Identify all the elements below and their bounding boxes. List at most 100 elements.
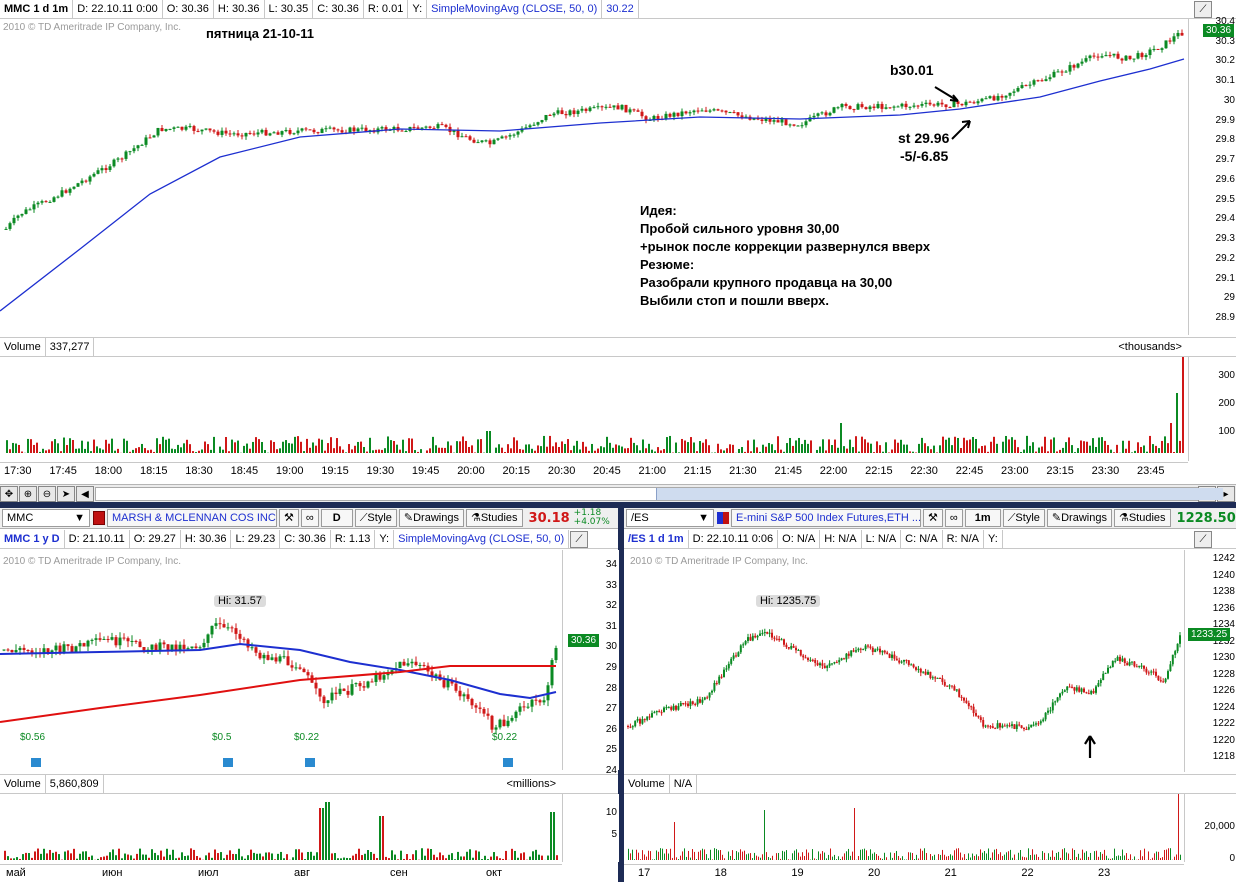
candle-body [1073,65,1076,68]
candle-body [107,639,110,640]
volume-bar [376,858,378,860]
dropdown-icon[interactable]: ▼ [74,510,85,526]
candle-body [255,647,258,653]
volume-bar [828,439,830,453]
volume-bar [904,859,905,860]
volume-bar [780,859,781,860]
volume-bar [477,439,479,453]
candle-body [783,639,785,644]
candle-body [973,102,976,103]
right-symbol-input[interactable]: /ES▼ [626,509,714,527]
left-timeframe-button[interactable]: D [321,509,353,527]
y-tick-label: 1228 [1213,669,1235,680]
candle-body [1009,725,1011,726]
volume-bar [180,447,182,453]
volume-bar [831,445,833,453]
study-label[interactable]: SimpleMovingAvg (CLOSE, 50, 0) [427,0,602,18]
dividend-icon[interactable] [305,758,315,767]
scroll-left-icon[interactable]: ◀ [76,486,94,502]
volume-bar [262,856,264,860]
right-studies-button[interactable]: ⚗ Studies [1114,509,1171,527]
volume-bar [555,442,557,453]
left-symbol-input[interactable]: MMC▼ [2,509,90,527]
dividend-icon[interactable] [31,758,41,767]
right-description[interactable]: E-mini S&P 500 Index Futures,ETH ... [731,509,921,527]
candle-body [355,683,358,684]
left-company-name[interactable]: MARSH & MCLENNAN COS INC ... [107,509,277,527]
right-symbol-label[interactable]: /ES 1 d 1m [624,530,689,548]
left-style-button[interactable]: ⟋ Style [355,509,397,527]
volume-bar [882,452,884,453]
volume-bar [674,822,675,860]
study-value: 30.22 [602,0,639,18]
volume-bar [510,448,512,453]
right-drawings-button[interactable]: ✎ Drawings [1047,509,1112,527]
volume-bar [588,451,590,453]
right-toolbar: /ES▼ E-mini S&P 500 Index Futures,ETH ..… [624,508,1236,529]
x-tick-label: 20:45 [593,465,621,477]
scrollbar-track[interactable] [95,487,1198,501]
volume-bar [54,439,56,453]
volume-bar [788,859,789,860]
dividend-icon[interactable] [503,758,513,767]
volume-bar [211,858,213,860]
candle-body [41,201,44,203]
volume-bar [271,853,273,860]
candle-body [597,106,600,107]
candle-body [165,129,168,131]
volume-bar [141,444,143,453]
right-style-button[interactable]: ⟋ Style [1003,509,1045,527]
right-timeframe-button[interactable]: 1m [965,509,1001,527]
cursor-icon[interactable]: ➤ [57,486,75,502]
left-studies-button[interactable]: ⚗ Studies [466,509,523,527]
candle-body [625,105,628,112]
left-symbol-label[interactable]: MMC 1 y D [0,530,65,548]
symbol-label[interactable]: MMC 1 d 1m [0,0,73,18]
scrollbar-thumb[interactable] [656,488,1223,500]
volume-bar [777,436,779,453]
y-tick-label: 29.4 [1216,213,1235,224]
candle-body [785,119,788,125]
volume-bar [553,812,555,860]
dividend-icon[interactable] [223,758,233,767]
candle-body [1125,56,1128,61]
left-drawings-button[interactable]: ✎ Drawings [399,509,464,527]
left-settings-icon[interactable]: ⟋ [570,531,588,548]
volume-bar [633,443,635,453]
volume-bar [1176,854,1177,860]
top-chart-header: MMC 1 d 1m D: 22.10.11 0:00 O: 30.36 H: … [0,0,1236,19]
candle-body [203,643,206,647]
right-tools-icon[interactable]: ⚒ [923,509,943,527]
candle-body [737,652,739,656]
y-tick-label: 29.5 [1216,194,1235,205]
right-dropdown-icon[interactable]: ▼ [698,510,709,526]
tools-icon[interactable]: ⚒ [279,509,299,527]
right-settings-icon[interactable]: ⟋ [1194,531,1212,548]
volume-bar [348,444,350,453]
volume-bar [294,437,296,453]
zoom-out-icon[interactable]: ⊖ [38,486,56,502]
volume-bar [876,441,878,453]
x-tick-label: 20:30 [548,465,576,477]
volume-bar [52,853,54,860]
volume-bar [21,452,23,453]
volume-bar [531,449,533,453]
volume-bar [873,452,875,453]
left-study-label[interactable]: SimpleMovingAvg (CLOSE, 50, 0) [394,530,569,548]
candle-body [481,140,484,142]
candle-body [183,645,186,649]
volume-bar [450,445,452,453]
chart-settings-icon[interactable]: ⟋ [1194,1,1212,18]
volume-bar [1142,856,1143,860]
volume-bar [774,450,776,453]
pan-icon[interactable]: ✥ [0,486,18,502]
candle-body [737,112,740,115]
link-icon[interactable]: ∞ [301,509,319,527]
zoom-in-icon[interactable]: ⊕ [19,486,37,502]
volume-bar [448,855,450,860]
candle-body [879,649,881,653]
right-link-icon[interactable]: ∞ [945,509,963,527]
